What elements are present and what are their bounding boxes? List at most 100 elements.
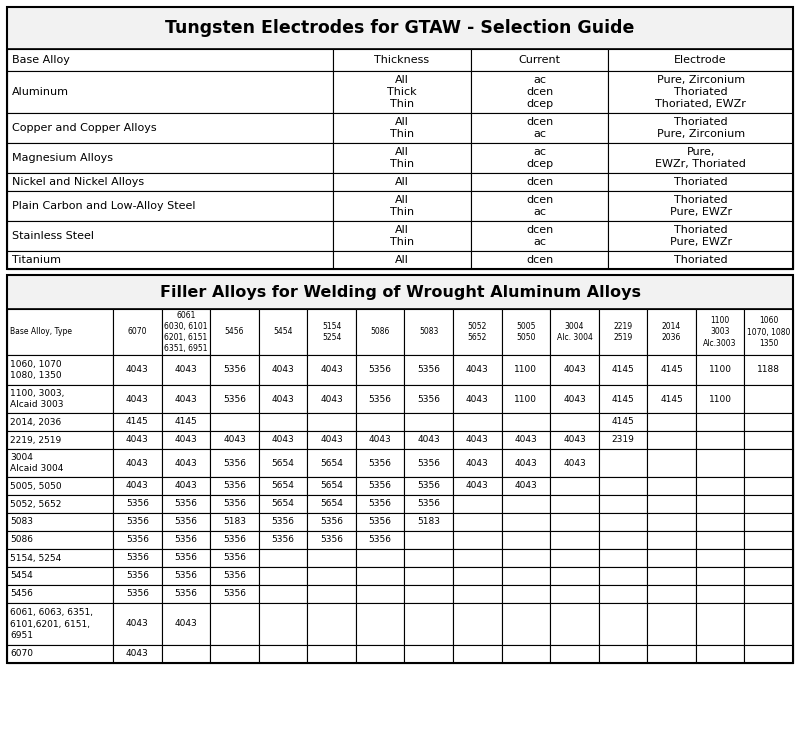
Text: 5356: 5356 xyxy=(223,589,246,598)
Bar xyxy=(356,385,405,413)
Bar xyxy=(333,251,470,269)
Bar xyxy=(356,549,405,567)
Bar xyxy=(259,645,307,663)
Text: 4043: 4043 xyxy=(126,650,149,659)
Text: 5154
5254: 5154 5254 xyxy=(322,322,342,342)
Bar xyxy=(647,645,696,663)
Bar xyxy=(647,549,696,567)
Text: 4043: 4043 xyxy=(418,436,440,445)
Bar xyxy=(647,449,696,477)
Bar xyxy=(453,513,502,531)
Text: 5356: 5356 xyxy=(126,554,149,562)
Text: 4043: 4043 xyxy=(126,620,149,629)
Bar xyxy=(696,549,745,567)
Bar xyxy=(608,71,793,113)
Bar xyxy=(7,385,113,413)
Text: 5083: 5083 xyxy=(10,518,33,527)
Bar xyxy=(598,431,647,449)
Bar xyxy=(113,385,162,413)
Text: 4043: 4043 xyxy=(466,395,489,404)
Text: Thoriated
Pure, EWZr: Thoriated Pure, EWZr xyxy=(670,225,732,247)
Bar xyxy=(502,431,550,449)
Text: 3004
Alc. 3004: 3004 Alc. 3004 xyxy=(557,322,593,342)
Text: 5052
5652: 5052 5652 xyxy=(468,322,487,342)
Text: 1188: 1188 xyxy=(758,366,780,375)
Bar xyxy=(502,449,550,477)
Text: 4043: 4043 xyxy=(514,481,538,490)
Bar xyxy=(356,309,405,355)
Text: 5356: 5356 xyxy=(223,536,246,545)
Bar xyxy=(259,585,307,603)
Bar xyxy=(356,645,405,663)
Bar xyxy=(7,431,113,449)
Text: 4043: 4043 xyxy=(174,366,198,375)
Bar xyxy=(696,603,745,645)
Bar xyxy=(696,495,745,513)
Text: 4043: 4043 xyxy=(126,436,149,445)
Bar xyxy=(307,477,356,495)
Text: 5356: 5356 xyxy=(271,536,294,545)
Bar xyxy=(333,143,470,173)
Bar xyxy=(405,477,453,495)
Bar xyxy=(162,567,210,585)
Text: 4043: 4043 xyxy=(126,481,149,490)
Bar xyxy=(696,309,745,355)
Text: 4145: 4145 xyxy=(174,417,198,426)
Bar xyxy=(210,477,259,495)
Text: 5356: 5356 xyxy=(174,518,198,527)
Bar xyxy=(647,477,696,495)
Text: 4043: 4043 xyxy=(320,395,343,404)
Text: 4043: 4043 xyxy=(272,366,294,375)
Bar xyxy=(696,645,745,663)
Text: 1100: 1100 xyxy=(514,395,538,404)
Bar xyxy=(745,309,793,355)
Bar xyxy=(598,585,647,603)
Bar xyxy=(307,585,356,603)
Bar xyxy=(7,275,793,663)
Text: Pure, Zirconium
Thoriated
Thoriated, EWZr: Pure, Zirconium Thoriated Thoriated, EWZ… xyxy=(655,74,746,110)
Bar xyxy=(550,495,598,513)
Bar xyxy=(210,385,259,413)
Bar xyxy=(333,71,470,113)
Bar xyxy=(162,531,210,549)
Text: 5356: 5356 xyxy=(369,536,392,545)
Bar xyxy=(210,413,259,431)
Bar xyxy=(550,585,598,603)
Bar xyxy=(162,645,210,663)
Bar xyxy=(356,567,405,585)
Bar xyxy=(550,413,598,431)
Bar xyxy=(608,173,793,191)
Text: Magnesium Alloys: Magnesium Alloys xyxy=(12,153,113,163)
Text: 5005, 5050: 5005, 5050 xyxy=(10,481,62,490)
Text: 4043: 4043 xyxy=(174,481,198,490)
Bar xyxy=(405,355,453,385)
Bar xyxy=(307,495,356,513)
Text: Thoriated: Thoriated xyxy=(674,255,727,265)
Text: 5356: 5356 xyxy=(418,366,440,375)
Text: 1060
1070, 1080
1350: 1060 1070, 1080 1350 xyxy=(747,317,790,348)
Text: 4145: 4145 xyxy=(612,395,634,404)
Bar xyxy=(405,309,453,355)
Bar xyxy=(356,449,405,477)
Text: Thoriated
Pure, Zirconium: Thoriated Pure, Zirconium xyxy=(657,117,745,139)
Bar xyxy=(453,585,502,603)
Bar xyxy=(259,603,307,645)
Bar xyxy=(113,567,162,585)
Text: Filler Alloys for Welding of Wrought Aluminum Alloys: Filler Alloys for Welding of Wrought Alu… xyxy=(159,285,641,299)
Bar xyxy=(550,513,598,531)
Text: Nickel and Nickel Alloys: Nickel and Nickel Alloys xyxy=(12,177,144,187)
Bar xyxy=(696,477,745,495)
Bar xyxy=(598,309,647,355)
Text: 5356: 5356 xyxy=(174,589,198,598)
Bar xyxy=(647,567,696,585)
Text: 4043: 4043 xyxy=(174,620,198,629)
Bar xyxy=(7,191,333,221)
Bar xyxy=(356,495,405,513)
Bar xyxy=(550,385,598,413)
Bar xyxy=(502,567,550,585)
Bar xyxy=(210,355,259,385)
Bar xyxy=(453,549,502,567)
Text: 1100, 3003,
Alcaid 3003: 1100, 3003, Alcaid 3003 xyxy=(10,389,64,409)
Bar xyxy=(598,645,647,663)
Bar xyxy=(162,355,210,385)
